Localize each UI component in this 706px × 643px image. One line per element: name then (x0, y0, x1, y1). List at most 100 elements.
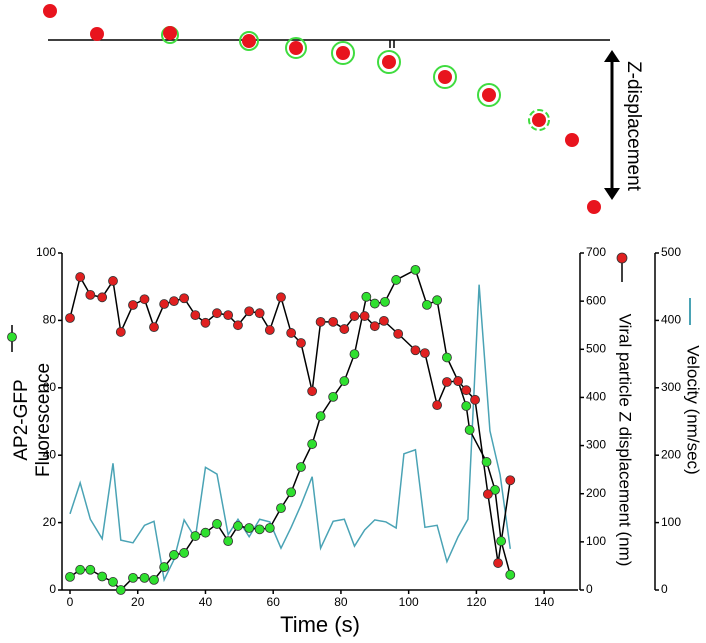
particle (482, 88, 496, 102)
y2-tick-label: 600 (586, 293, 606, 307)
data-point (391, 275, 402, 285)
data-point (179, 293, 190, 304)
y3-tick-label: 0 (661, 582, 668, 596)
data-point (212, 308, 222, 319)
red-particles (43, 4, 601, 214)
y-tick-label: 100 (36, 245, 56, 259)
particle (90, 27, 104, 41)
data-point (286, 328, 297, 338)
particle (43, 4, 57, 18)
particle (242, 34, 256, 48)
x-tick-label: 80 (334, 595, 348, 609)
y2-tick-label: 700 (586, 245, 606, 259)
particle (289, 41, 303, 55)
y2-tick-label: 300 (586, 438, 606, 452)
data-point (200, 527, 211, 538)
ring (331, 41, 355, 65)
data-point (339, 376, 350, 386)
x-axis-label: Time (s) (280, 612, 360, 637)
data-point (453, 376, 464, 386)
data-point (461, 385, 472, 396)
data-point (369, 321, 380, 332)
data-point (442, 352, 452, 363)
data-point (75, 564, 86, 575)
particle (336, 46, 350, 60)
ring (433, 65, 457, 89)
data-point (254, 308, 265, 319)
data-point (169, 550, 179, 560)
data-point (159, 299, 170, 309)
data-point (432, 400, 443, 411)
data-point (65, 313, 75, 323)
data-point (264, 325, 275, 335)
data-point (461, 401, 472, 411)
data-point (244, 306, 255, 317)
particle (163, 26, 177, 40)
particle (565, 133, 579, 147)
y3-tick-label: 500 (661, 245, 681, 259)
data-point (493, 558, 503, 568)
data-point (490, 485, 500, 495)
data-point (223, 536, 234, 547)
y2-tick-label: 500 (586, 341, 606, 355)
particle (382, 55, 396, 69)
series-line (69, 275, 512, 564)
data-point (410, 264, 421, 275)
ring (239, 31, 259, 51)
x-tick-label: 20 (131, 595, 145, 609)
green-rings (161, 26, 550, 131)
data-point (359, 311, 370, 321)
data-point (286, 487, 297, 498)
x-tick-label: 0 (67, 595, 74, 609)
data-point (200, 317, 211, 328)
data-point (307, 386, 318, 397)
schematic: Z-displacement (43, 4, 644, 214)
data-point (505, 569, 516, 580)
x-tick-label: 40 (199, 595, 213, 609)
data-point (244, 523, 255, 533)
data-point (115, 327, 126, 337)
particle (532, 113, 546, 127)
y2-tick-label: 100 (586, 534, 606, 548)
y2-tick-label: 200 (586, 486, 606, 500)
x-tick-label: 60 (267, 595, 281, 609)
data-point (223, 310, 234, 321)
data-point (361, 291, 372, 302)
data-point (422, 299, 432, 310)
data-point (65, 571, 75, 582)
data-point (369, 298, 380, 309)
y-tick-label: 0 (49, 582, 56, 596)
data-point (470, 394, 480, 405)
data-point (315, 411, 326, 422)
data-point (169, 296, 179, 307)
y3-tick-label: 100 (661, 515, 681, 529)
legend-marker (616, 252, 628, 264)
data-point (496, 536, 507, 547)
y3-tick-label: 200 (661, 447, 681, 461)
data-point (139, 294, 150, 305)
y-tick-label: 80 (43, 313, 57, 327)
data-point (315, 316, 326, 327)
data-point (442, 377, 452, 387)
data-point (328, 391, 339, 402)
y3-tick-label: 400 (661, 313, 681, 327)
data-point (349, 349, 360, 360)
data-point (254, 524, 265, 535)
data-point (432, 295, 443, 306)
data-point (115, 585, 126, 595)
particle (587, 200, 601, 214)
ring (477, 83, 501, 107)
x-tick-label: 140 (534, 595, 554, 609)
y-tick-label: 40 (43, 447, 57, 461)
data-point (483, 489, 493, 500)
y-tick-label: 20 (43, 515, 57, 529)
y-tick-label: 60 (43, 380, 57, 394)
ring (528, 109, 550, 131)
data-point (410, 345, 421, 356)
data-point (212, 519, 222, 529)
data-point (85, 289, 96, 300)
data-point (264, 523, 275, 533)
data-point (149, 322, 159, 333)
annotation: Z-displacement (623, 61, 644, 192)
data-point (85, 564, 96, 575)
